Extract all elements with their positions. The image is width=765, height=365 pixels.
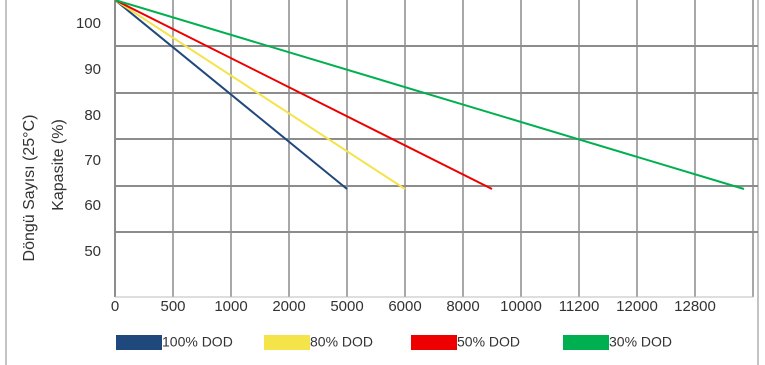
chart-frame <box>5 0 759 365</box>
y-tick-label: 100 <box>76 15 101 32</box>
series-line-4 <box>114 0 745 190</box>
x-tick-label: 0 <box>111 298 119 315</box>
legend-label-1: 100% DOD <box>162 334 233 350</box>
x-tick-label: 500 <box>160 298 185 315</box>
legend: 100% DOD 80% DOD 50% DOD 30% DOD <box>116 334 672 350</box>
x-tick-label: 5000 <box>330 298 363 315</box>
series-line-2 <box>114 0 406 190</box>
legend-swatch-2 <box>264 335 310 350</box>
y-tick-label: 50 <box>84 243 101 260</box>
legend-label-3: 50% DOD <box>457 334 520 350</box>
y-tick-label: 70 <box>84 152 101 169</box>
x-tick-label: 12000 <box>616 298 658 315</box>
x-tick-labels: 0 500 1000 2000 5000 6000 8000 10000 11200 12000 1… <box>111 298 716 315</box>
x-tick-label: 1000 <box>214 298 247 315</box>
x-tick-label: 12800 <box>674 298 716 315</box>
x-tick-label: 6000 <box>388 298 421 315</box>
y-tick-label: 60 <box>84 197 101 214</box>
legend-label-2: 80% DOD <box>310 334 373 350</box>
legend-swatch-1 <box>116 335 162 350</box>
x-tick-label: 11200 <box>559 298 600 315</box>
series-lines <box>114 0 745 190</box>
y-tick-labels: 50 60 70 80 90 100 <box>76 15 101 260</box>
x-tick-label: 2000 <box>272 298 305 315</box>
y-axis-title-line-2: Kapasite (%) <box>50 119 67 211</box>
legend-swatch-4 <box>563 335 609 350</box>
y-tick-label: 80 <box>84 107 101 124</box>
y-tick-label: 90 <box>84 61 101 78</box>
x-tick-label: 8000 <box>446 298 479 315</box>
legend-swatch-3 <box>411 335 457 350</box>
x-tick-label: 10000 <box>500 298 542 315</box>
series-line-1 <box>114 0 348 190</box>
series-line-3 <box>114 0 493 190</box>
y-axis-title: Döngü Sayısı (25°C) Kapasite (%) <box>21 115 67 262</box>
grid-lines <box>115 0 758 298</box>
legend-label-4: 30% DOD <box>609 334 672 350</box>
y-axis-title-line-1: Döngü Sayısı (25°C) <box>21 115 38 262</box>
